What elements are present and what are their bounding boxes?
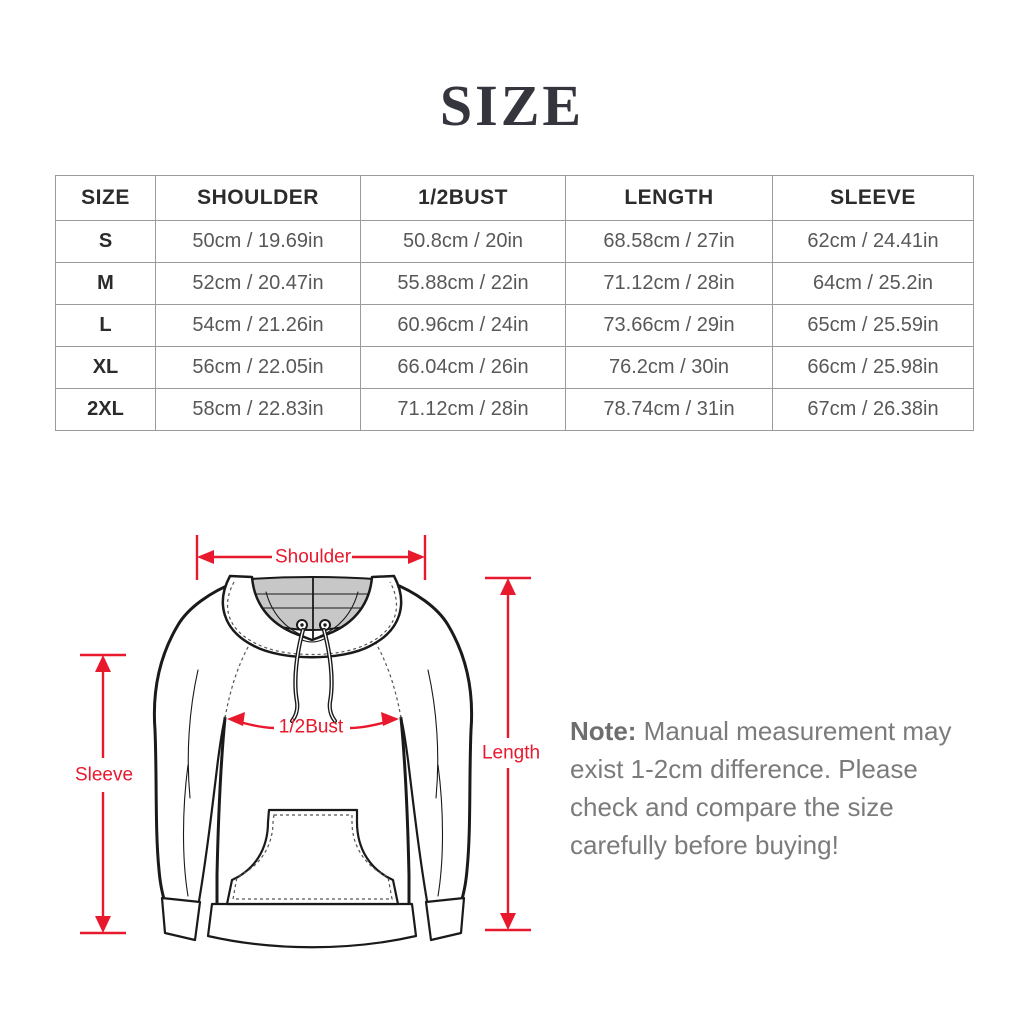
cell-size: 2XL bbox=[55, 388, 156, 431]
cell-length: 73.66cm / 29in bbox=[565, 304, 773, 347]
hem-band bbox=[206, 902, 418, 949]
kangaroo-pocket bbox=[225, 808, 400, 906]
table-row: M 52cm / 20.47in 55.88cm / 22in 71.12cm … bbox=[55, 262, 974, 305]
column-header-bust: 1/2BUST bbox=[360, 175, 566, 221]
measurement-note: Note: Manual measurement may exist 1-2cm… bbox=[570, 712, 972, 864]
hoodie-body-outline bbox=[152, 580, 474, 906]
cell-shoulder: 56cm / 22.05in bbox=[155, 346, 361, 389]
size-table: SIZE SHOULDER 1/2BUST LENGTH SLEEVE S 50… bbox=[55, 175, 974, 431]
cell-size: L bbox=[55, 304, 156, 347]
cuff-left bbox=[160, 896, 202, 942]
length-dimension-label: Length bbox=[481, 742, 541, 764]
table-row: 2XL 58cm / 22.83in 71.12cm / 28in 78.74c… bbox=[55, 388, 974, 431]
cell-shoulder: 52cm / 20.47in bbox=[155, 262, 361, 305]
cell-bust: 71.12cm / 28in bbox=[360, 388, 566, 431]
cell-sleeve: 66cm / 25.98in bbox=[772, 346, 974, 389]
cell-size: S bbox=[55, 220, 156, 263]
cell-length: 78.74cm / 31in bbox=[565, 388, 773, 431]
cell-shoulder: 58cm / 22.83in bbox=[155, 388, 361, 431]
note-label: Note: bbox=[570, 716, 637, 746]
column-header-size: SIZE bbox=[55, 175, 156, 221]
hood-collar bbox=[221, 574, 403, 659]
cell-bust: 60.96cm / 24in bbox=[360, 304, 566, 347]
cell-shoulder: 54cm / 21.26in bbox=[155, 304, 361, 347]
bust-dimension-label: 1/2Bust bbox=[278, 716, 344, 738]
column-header-sleeve: SLEEVE bbox=[772, 175, 974, 221]
column-header-length: LENGTH bbox=[565, 175, 773, 221]
note-text: Manual measurement may exist 1-2cm diffe… bbox=[570, 716, 952, 860]
cell-length: 68.58cm / 27in bbox=[565, 220, 773, 263]
bust-dimension-arrow bbox=[227, 712, 399, 730]
sleeve-dimension-arrow bbox=[80, 653, 126, 935]
cell-bust: 55.88cm / 22in bbox=[360, 262, 566, 305]
cell-bust: 66.04cm / 26in bbox=[360, 346, 566, 389]
sleeve-dimension-label: Sleeve bbox=[74, 764, 134, 786]
page-title: SIZE bbox=[439, 73, 585, 138]
table-header-row: SIZE SHOULDER 1/2BUST LENGTH SLEEVE bbox=[55, 175, 974, 221]
column-header-shoulder: SHOULDER bbox=[155, 175, 361, 221]
cell-size: M bbox=[55, 262, 156, 305]
raglan-seam-left bbox=[224, 622, 266, 719]
shoulder-dimension-arrow bbox=[195, 535, 427, 580]
raglan-seam-right bbox=[360, 622, 402, 719]
shoulder-dimension-label: Shoulder bbox=[274, 546, 352, 568]
cell-size: XL bbox=[55, 346, 156, 389]
table-row: S 50cm / 19.69in 50.8cm / 20in 68.58cm /… bbox=[55, 220, 974, 263]
length-dimension-arrow bbox=[485, 576, 531, 932]
cell-shoulder: 50cm / 19.69in bbox=[155, 220, 361, 263]
table-row: XL 56cm / 22.05in 66.04cm / 26in 76.2cm … bbox=[55, 346, 974, 389]
cell-sleeve: 65cm / 25.59in bbox=[772, 304, 974, 347]
cell-length: 76.2cm / 30in bbox=[565, 346, 773, 389]
cell-sleeve: 62cm / 24.41in bbox=[772, 220, 974, 263]
cell-length: 71.12cm / 28in bbox=[565, 262, 773, 305]
table-row: L 54cm / 21.26in 60.96cm / 24in 73.66cm … bbox=[55, 304, 974, 347]
cell-sleeve: 67cm / 26.38in bbox=[772, 388, 974, 431]
hoodie-measurement-diagram bbox=[80, 535, 531, 949]
cell-bust: 50.8cm / 20in bbox=[360, 220, 566, 263]
cuff-right bbox=[424, 896, 466, 942]
cell-sleeve: 64cm / 25.2in bbox=[772, 262, 974, 305]
drawstrings bbox=[289, 619, 338, 724]
